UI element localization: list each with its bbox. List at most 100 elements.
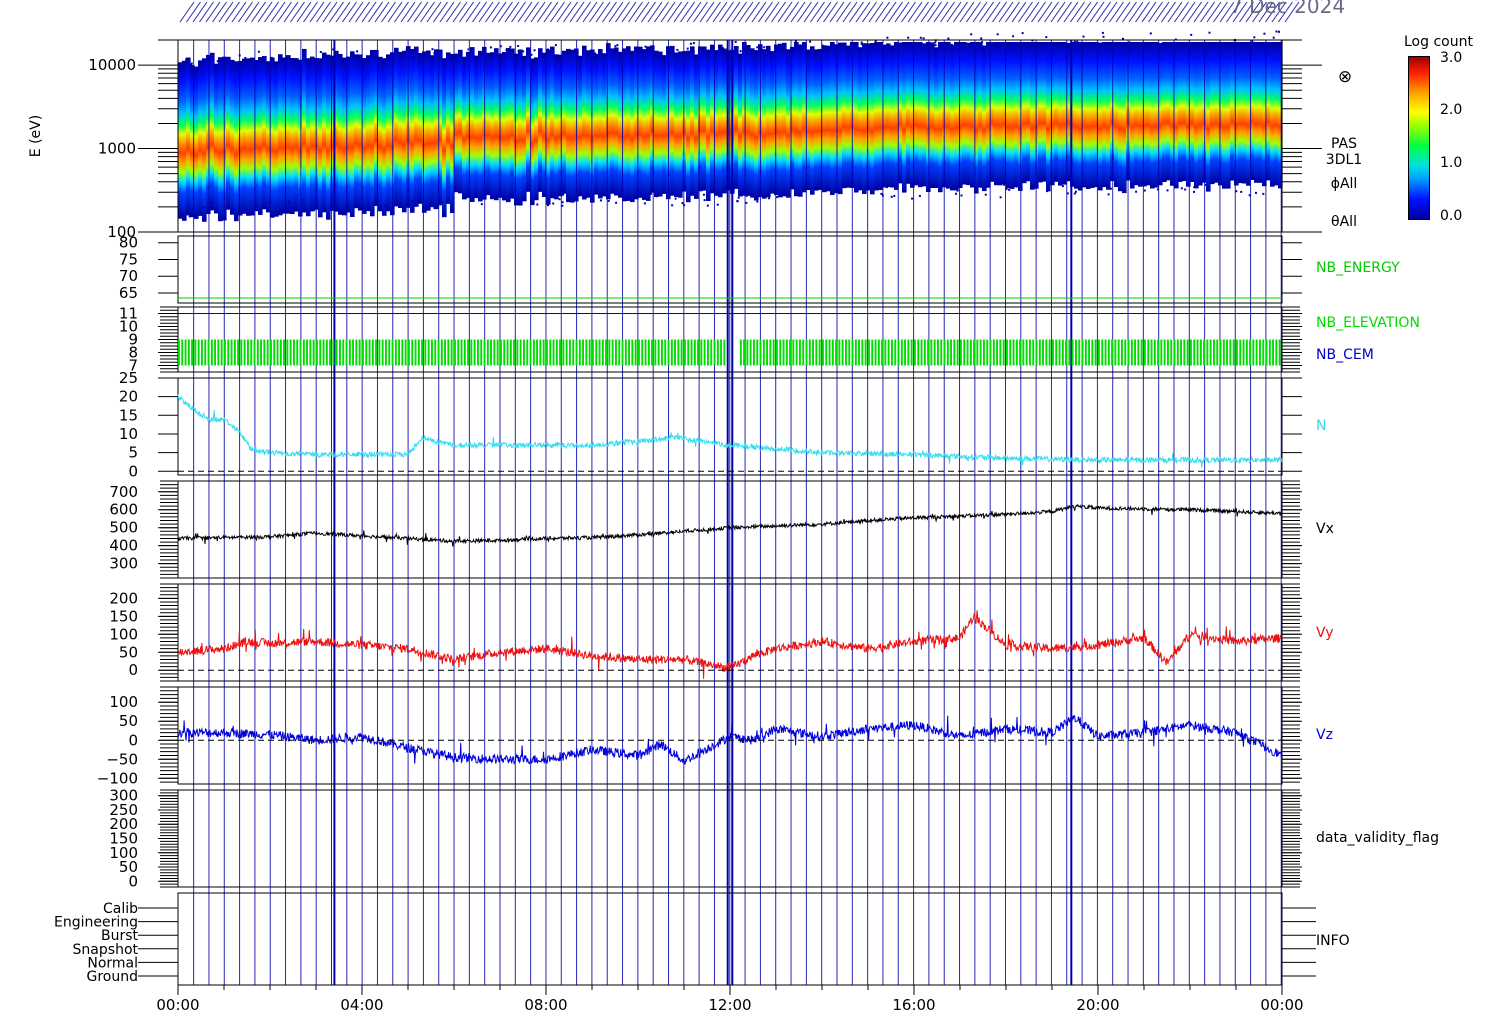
vy-tick-label: 200 — [109, 589, 138, 607]
orbit-marker — [238, 1, 253, 23]
nb-elevation-bar — [667, 339, 670, 366]
spectrogram-column — [410, 49, 415, 213]
spectrogram-column — [858, 47, 863, 191]
nb-elevation-bar — [647, 339, 650, 366]
spectrogram-speckle — [768, 197, 771, 200]
nb-elevation-bar — [1068, 339, 1071, 366]
spectrogram-speckle — [450, 56, 453, 59]
spectrogram-column — [186, 57, 191, 216]
spectrogram-column — [1254, 42, 1259, 183]
spectrogram-column — [702, 46, 707, 191]
vx-tick-label: 500 — [109, 519, 138, 537]
info-tick-label: Normal — [87, 955, 138, 971]
spectrogram-column — [718, 44, 723, 198]
orbit-marker — [186, 1, 201, 23]
orbit-marker — [1219, 1, 1235, 23]
spectrogram-column — [918, 42, 923, 188]
spectrogram-column — [1270, 42, 1275, 187]
spectrogram-speckle — [558, 198, 561, 201]
nb-elevation-bar — [256, 339, 259, 366]
orbit-marker — [381, 1, 396, 23]
nb-elevation-bar — [362, 339, 364, 366]
vx-tick-label: 400 — [109, 537, 138, 555]
spectrogram-column — [1158, 42, 1163, 186]
spectrogram-column — [938, 42, 943, 193]
spectrogram-speckle — [745, 193, 748, 196]
spectrogram-column — [338, 54, 343, 215]
orbit-marker — [407, 1, 422, 23]
spectrogram-speckle — [756, 200, 759, 203]
spectrogram-speckle — [441, 201, 444, 204]
orbit-marker — [602, 1, 617, 23]
nb-elevation-bar — [871, 339, 874, 366]
spectrogram-column — [986, 42, 991, 188]
orbit-marker — [1213, 1, 1228, 23]
spectrogram-column — [838, 42, 843, 195]
orbit-marker — [524, 1, 539, 23]
orbit-marker — [400, 1, 416, 23]
nb-elevation-bar — [1091, 339, 1094, 366]
nb-elevation-bar — [664, 339, 667, 366]
nb-elevation-bar — [588, 339, 591, 366]
spectrogram-column — [210, 52, 215, 211]
spectrogram-speckle — [1045, 36, 1048, 39]
nb-elevation-bar — [684, 339, 686, 366]
spectrogram-column — [634, 46, 639, 200]
vy-series-label: Vy — [1316, 625, 1334, 641]
orbit-marker — [615, 1, 630, 23]
spectrogram-column — [530, 58, 535, 206]
orbit-marker — [875, 1, 890, 23]
orbit-marker — [868, 1, 884, 23]
spectrogram-column — [538, 48, 543, 192]
orbit-marker — [953, 1, 968, 23]
spectrogram-column — [374, 49, 379, 206]
nb-elevation-bar — [529, 339, 532, 366]
spectrogram-speckle — [874, 40, 877, 43]
spectrogram-speckle — [232, 208, 235, 211]
spectrogram-column — [354, 54, 359, 209]
spectrogram-column — [706, 49, 711, 201]
nb-elevation-bar — [1173, 339, 1176, 366]
spectrogram-speckle — [431, 48, 434, 51]
nb-elevation-bar — [720, 339, 722, 366]
nb-elevation-bar — [431, 339, 433, 366]
nb-elevation-bar — [1012, 339, 1015, 366]
nb-elevation-bar — [345, 339, 348, 366]
nb-elevation-bar — [1124, 339, 1127, 366]
spectrogram-column — [970, 42, 975, 188]
spectrogram-speckle — [180, 214, 182, 217]
nb-energy-tick-label: 65 — [119, 284, 138, 302]
spectrogram-column — [658, 51, 663, 197]
orbit-marker — [1005, 1, 1020, 23]
spectrogram-speckle — [1253, 36, 1256, 39]
nb-elevation-bar — [897, 339, 900, 366]
nb-elevation-bar — [549, 339, 552, 366]
nb-elevation-series-label: NB_ELEVATION — [1316, 315, 1420, 331]
orbit-marker — [290, 1, 305, 23]
nb-elevation-bar — [450, 339, 453, 366]
spectrogram-speckle — [216, 211, 218, 214]
spectrogram-column — [366, 55, 371, 212]
orbit-marker — [1161, 1, 1176, 23]
orbit-marker — [1135, 1, 1150, 23]
spectrogram-speckle — [616, 44, 619, 47]
spectrogram-column — [646, 46, 651, 201]
spectrogram-column — [742, 42, 747, 196]
vy-tick-label: 50 — [119, 643, 138, 661]
spectrogram-column — [402, 50, 407, 213]
orbit-marker — [257, 1, 273, 23]
nb-elevation-bar — [713, 339, 716, 366]
spectrogram-column — [1098, 42, 1103, 191]
spectrogram-speckle — [790, 49, 793, 52]
nb-elevation-bar — [638, 339, 640, 366]
orbit-marker — [192, 1, 208, 23]
nb-elevation-bar — [322, 339, 325, 366]
orbit-marker — [1018, 1, 1033, 23]
spectrogram-speckle — [614, 45, 617, 48]
spectrogram-column — [486, 52, 491, 196]
spectrogram-column — [1122, 42, 1127, 194]
orbit-marker — [628, 1, 643, 23]
nb-elevation-bar — [983, 339, 985, 366]
vx-series-label: Vx — [1316, 521, 1334, 537]
nb-elevation-bar — [224, 339, 226, 366]
